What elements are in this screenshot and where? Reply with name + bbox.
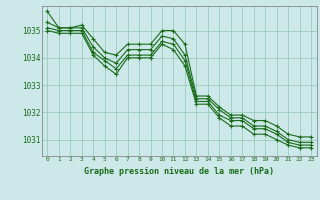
- X-axis label: Graphe pression niveau de la mer (hPa): Graphe pression niveau de la mer (hPa): [84, 167, 274, 176]
